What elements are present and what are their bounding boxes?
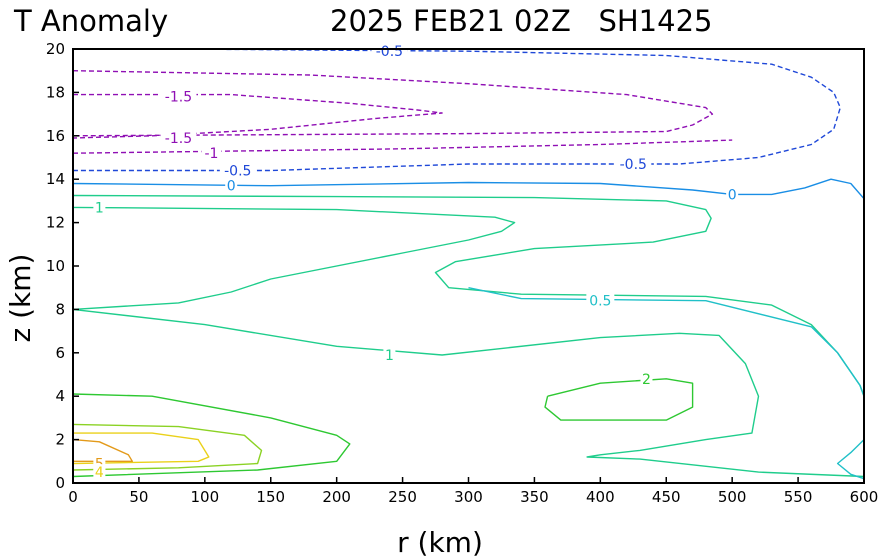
contour-line (72, 206, 516, 311)
contour-label-bg (640, 370, 653, 387)
y-axis-label: z (km) (4, 254, 37, 343)
contour-line (72, 93, 443, 139)
contour-label: 4 (95, 465, 104, 481)
contour-label: -1.5 (165, 90, 192, 106)
y-tick-label: 8 (55, 300, 65, 318)
x-tick-label: 600 (850, 488, 879, 506)
contour-label: -0.5 (224, 164, 251, 180)
contour-line (72, 432, 210, 465)
contour-line (72, 139, 733, 154)
contour-line (73, 48, 841, 172)
contour-line (544, 378, 694, 421)
contour-label-bg (383, 346, 396, 363)
x-tick-label: 300 (454, 488, 483, 506)
contour-label-bg (160, 129, 197, 146)
x-tick-label: 100 (191, 488, 220, 506)
x-tick-label: 0 (68, 488, 78, 506)
y-tick-label: 12 (46, 214, 65, 232)
contour-label-bg (371, 43, 408, 60)
chart-title-right: 2025 FEB21 02Z SH1425 (330, 4, 712, 38)
contour-line (72, 423, 263, 471)
chart-title-left: T Anomaly (13, 4, 168, 38)
contour-label-bg (726, 186, 739, 203)
contour-label-bg (586, 292, 615, 309)
plot-frame (72, 48, 865, 484)
y-tick-label: 4 (55, 387, 65, 405)
contour-label: 1 (385, 348, 394, 364)
x-tick-label: 450 (652, 488, 681, 506)
contour-label-bg (93, 199, 106, 216)
contour-label-bg (615, 156, 652, 173)
contour-label-bg (93, 464, 106, 481)
contour-label-bg (201, 145, 222, 162)
x-tick-label: 250 (388, 488, 417, 506)
contour-label: -0.5 (376, 44, 403, 60)
contour-label: -1 (204, 146, 218, 162)
x-tick-label: 550 (784, 488, 813, 506)
x-tick-label: 200 (322, 488, 351, 506)
contour-label-bg (160, 88, 197, 105)
contour-label-bg (225, 177, 238, 194)
contour-label: 0 (227, 179, 236, 195)
y-tick-label: 20 (46, 40, 65, 58)
y-tick-label: 10 (46, 257, 65, 275)
contour-label: -1.5 (165, 131, 192, 147)
contour-line (836, 439, 865, 480)
y-tick-label: 2 (55, 431, 65, 449)
y-tick-label: 6 (55, 344, 65, 362)
contour-label: 1 (95, 200, 104, 216)
y-tick-label: 14 (46, 170, 65, 188)
contour-label-bg (219, 162, 256, 179)
y-tick-label: 0 (55, 474, 65, 492)
contour-label: -0.5 (620, 157, 647, 173)
y-axis-ticks: 0 2 4 6 8 10 12 14 16 18 20 (46, 40, 79, 492)
x-tick-label: 50 (129, 488, 148, 506)
y-tick-label: 16 (46, 127, 65, 145)
contour-label: 0.5 (589, 294, 611, 310)
contour-line (468, 287, 865, 397)
contour-lines (72, 48, 865, 480)
x-tick-label: 350 (520, 488, 549, 506)
x-tick-label: 400 (586, 488, 615, 506)
x-axis-ticks: 0 50 100 150 200 250 300 350 400 450 500 550 600 (68, 477, 878, 506)
contour-line (72, 194, 865, 397)
contour-label: 0 (728, 187, 737, 203)
x-tick-label: 150 (256, 488, 285, 506)
contour-label: 2 (642, 372, 651, 388)
contour-line (72, 70, 714, 137)
x-axis-label: r (km) (397, 526, 483, 559)
contour-line (72, 393, 351, 478)
x-tick-label: 500 (718, 488, 747, 506)
contour-line (72, 308, 865, 478)
y-tick-label: 18 (46, 83, 65, 101)
